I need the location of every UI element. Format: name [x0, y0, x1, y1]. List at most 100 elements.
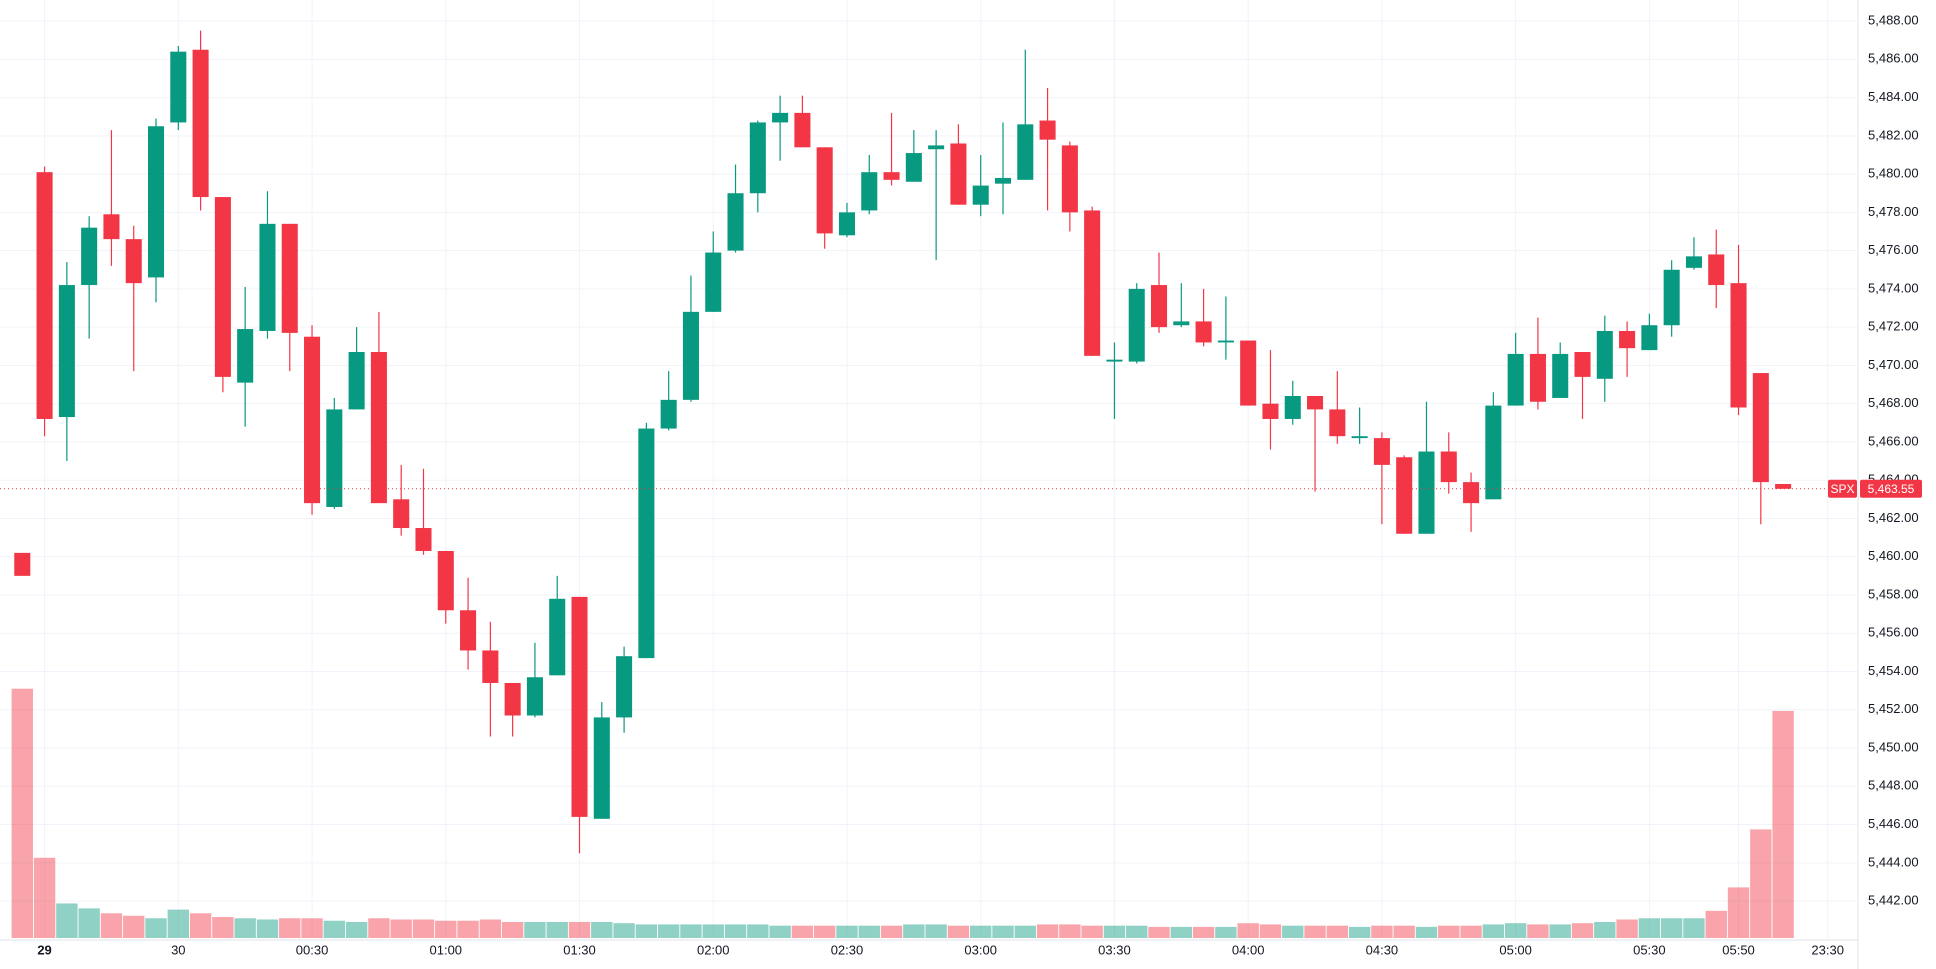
- y-tick-label: 5,482.00: [1868, 127, 1919, 142]
- volume-bar: [189, 913, 212, 938]
- volume-bar: [1170, 926, 1193, 938]
- volume-bar: [1371, 925, 1393, 938]
- y-tick-label: 5,468.00: [1868, 395, 1919, 410]
- candle-body: [727, 193, 744, 251]
- y-tick-label: 5,456.00: [1868, 625, 1919, 640]
- candle-body: [549, 598, 566, 676]
- y-tick-label: 5,458.00: [1868, 586, 1919, 601]
- volume-bar: [613, 923, 635, 938]
- volume-bar: [1081, 925, 1103, 938]
- y-tick-label: 5,460.00: [1868, 548, 1919, 563]
- volume-bar: [1215, 926, 1237, 938]
- volume-bar: [323, 920, 346, 938]
- candle-body: [1730, 283, 1747, 408]
- x-tick-label: 30: [171, 942, 185, 957]
- volume-bar: [100, 913, 123, 938]
- candle-body: [170, 51, 187, 123]
- x-tick-label: 00:30: [296, 942, 329, 957]
- volume-bar: [747, 924, 769, 938]
- volume-bar: [947, 925, 970, 938]
- y-tick-label: 5,466.00: [1868, 433, 1919, 448]
- y-tick-label: 5,444.00: [1868, 854, 1919, 869]
- volume-bar: [680, 924, 702, 938]
- volume-bar: [546, 921, 568, 938]
- candle-body: [1619, 330, 1636, 349]
- candle-body: [1529, 353, 1546, 402]
- volume-bar: [1660, 918, 1683, 938]
- volume-bar: [123, 915, 145, 938]
- candle-body: [14, 552, 31, 576]
- candle-body: [593, 717, 610, 819]
- volume-bar: [1059, 924, 1081, 938]
- volume-bar: [1415, 926, 1438, 938]
- candle-body: [482, 650, 499, 683]
- x-tick-label: 05:00: [1499, 942, 1532, 957]
- volume-bar: [524, 921, 546, 938]
- candle-body: [81, 227, 98, 286]
- y-tick-label: 5,450.00: [1868, 739, 1919, 754]
- candle-body: [1084, 210, 1101, 356]
- x-tick-label: 04:30: [1366, 942, 1399, 957]
- y-tick-label: 5,462.00: [1868, 510, 1919, 525]
- candle-body: [1262, 403, 1279, 419]
- x-tick-label: 05:50: [1722, 942, 1755, 957]
- volume-bar: [635, 924, 658, 938]
- candle-body: [147, 126, 165, 278]
- candle-body: [259, 223, 276, 331]
- candle-body: [838, 212, 856, 236]
- candle-body: [460, 610, 477, 651]
- x-tick-label: 02:00: [697, 942, 730, 957]
- volume-bar: [412, 919, 435, 938]
- y-tick-label: 5,486.00: [1868, 51, 1919, 66]
- x-tick-label: 02:30: [831, 942, 864, 957]
- volume-bar: [1304, 925, 1326, 938]
- candle-body: [1418, 451, 1435, 534]
- candle-body: [772, 112, 789, 123]
- volume-bar: [925, 924, 947, 938]
- volume-bar: [1282, 925, 1304, 938]
- candle-body: [1507, 353, 1524, 406]
- volume-bar: [813, 925, 836, 938]
- volume-bar: [1638, 918, 1661, 938]
- candle-body: [437, 550, 454, 611]
- x-tick-label: 05:30: [1633, 942, 1666, 957]
- candle-body: [304, 336, 321, 504]
- candle-body: [1552, 353, 1569, 398]
- volume-bar: [858, 925, 880, 938]
- candle-body: [1685, 256, 1702, 268]
- volume-bar: [769, 925, 791, 938]
- volume-bar: [1549, 924, 1571, 938]
- candle-body: [928, 145, 945, 150]
- volume-bar: [1103, 925, 1126, 938]
- candle-body: [1307, 396, 1324, 410]
- candle-body: [237, 329, 254, 383]
- volume-bar: [1438, 925, 1460, 938]
- y-tick-label: 5,446.00: [1868, 816, 1919, 831]
- candle-body: [1240, 340, 1257, 406]
- x-tick-label: 03:00: [964, 942, 997, 957]
- candle-body: [1485, 405, 1502, 500]
- volume-bar: [1259, 924, 1282, 938]
- candle-body: [1574, 352, 1591, 377]
- volume-bar: [1683, 918, 1705, 938]
- candle-body: [861, 172, 878, 211]
- candle-body: [1708, 254, 1725, 286]
- candle-body: [794, 112, 811, 148]
- candle-body: [1173, 321, 1190, 326]
- candle-body: [972, 185, 989, 205]
- volume-bar: [1393, 925, 1415, 938]
- candle-body: [749, 122, 766, 194]
- candle-body: [1663, 269, 1680, 326]
- candle-body: [638, 428, 655, 659]
- volume-bar: [479, 919, 502, 938]
- volume-bar: [1326, 925, 1349, 938]
- candle-body: [504, 682, 521, 716]
- candle-body: [1106, 359, 1123, 362]
- y-tick-label: 5,478.00: [1868, 204, 1919, 219]
- candle-body: [1039, 120, 1056, 140]
- volume-bar: [234, 918, 256, 938]
- x-tick-label: 29: [37, 942, 51, 957]
- volume-bar: [1705, 910, 1727, 938]
- volume-bar: [1148, 926, 1170, 938]
